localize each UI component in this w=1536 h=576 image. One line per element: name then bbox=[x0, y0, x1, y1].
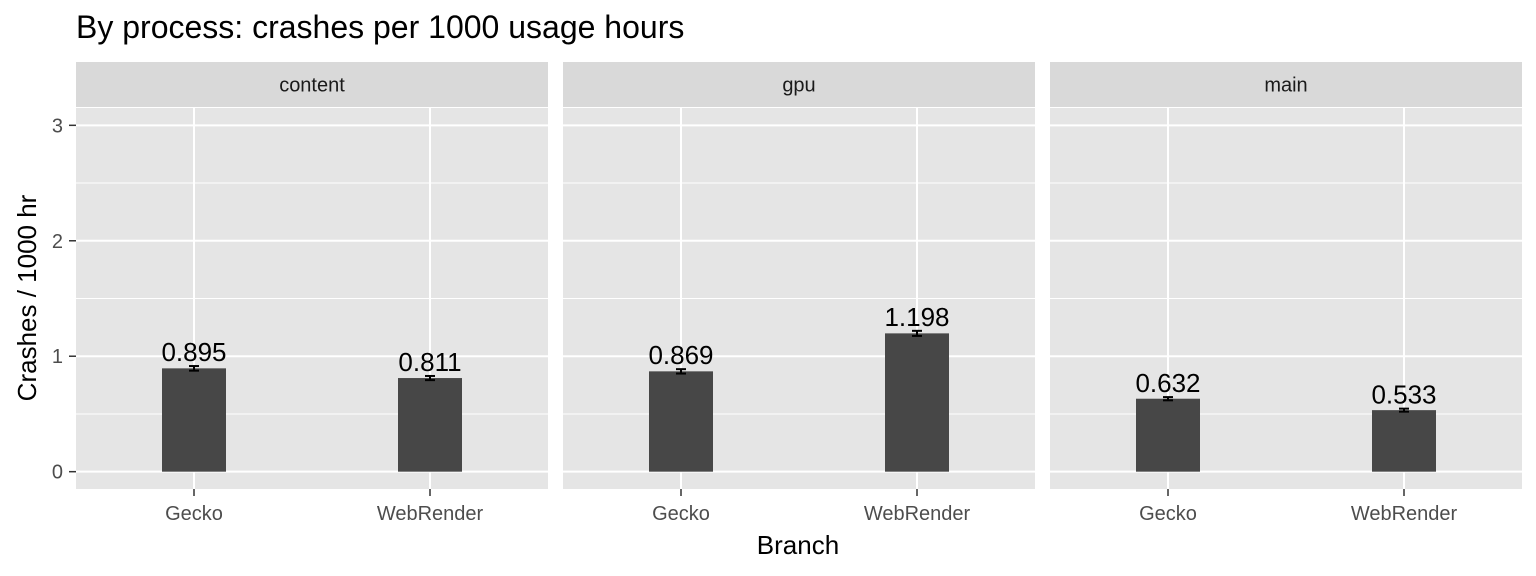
facet-strip-label: gpu bbox=[782, 75, 815, 97]
bar-main-webrender bbox=[1372, 410, 1436, 472]
data-label: 0.811 bbox=[398, 347, 461, 377]
error-bar bbox=[189, 365, 199, 372]
facet-panel-content: content 0.895 Gecko 0.811 WebRender bbox=[76, 62, 548, 525]
x-tick-label: WebRender bbox=[377, 503, 484, 525]
data-label: 1.198 bbox=[884, 302, 949, 332]
error-bar bbox=[676, 368, 686, 375]
y-tick-label: 0 bbox=[52, 462, 63, 484]
facet-strip-label: main bbox=[1264, 75, 1307, 97]
y-axis-title: Crashes / 1000 hr bbox=[12, 194, 42, 401]
x-axis-title: Branch bbox=[757, 530, 839, 560]
bar-gpu-gecko bbox=[649, 371, 713, 472]
y-axis: 0 1 2 3 bbox=[52, 115, 76, 484]
y-tick-label: 1 bbox=[52, 346, 63, 368]
error-bar bbox=[912, 329, 922, 337]
error-bar bbox=[1163, 396, 1173, 402]
facet-strip bbox=[563, 62, 1035, 107]
bar-gpu-webrender bbox=[885, 333, 949, 472]
facet-strip bbox=[76, 62, 548, 107]
error-bar bbox=[425, 374, 435, 382]
data-label: 0.895 bbox=[161, 337, 226, 367]
y-tick-label: 3 bbox=[52, 115, 63, 137]
x-tick-label: WebRender bbox=[1351, 503, 1458, 525]
x-tick-label: Gecko bbox=[1139, 503, 1197, 525]
facet-strip-label: content bbox=[279, 75, 345, 97]
data-label: 0.869 bbox=[648, 340, 713, 370]
data-label: 0.533 bbox=[1371, 380, 1436, 410]
y-tick-label: 2 bbox=[52, 231, 63, 253]
data-label: 0.632 bbox=[1135, 368, 1200, 398]
error-bar bbox=[1399, 407, 1409, 413]
facet-strip bbox=[1050, 62, 1522, 107]
x-tick-label: WebRender bbox=[864, 503, 971, 525]
x-tick-label: Gecko bbox=[652, 503, 710, 525]
bar-content-webrender bbox=[398, 378, 462, 472]
bar-main-gecko bbox=[1136, 398, 1200, 472]
x-tick-label: Gecko bbox=[165, 503, 223, 525]
bar-content-gecko bbox=[162, 368, 226, 472]
facet-panels: content 0.895 Gecko 0.811 WebRender gpu 0.869 G… bbox=[76, 62, 1522, 525]
chart-title: By process: crashes per 1000 usage hours bbox=[76, 9, 684, 45]
facet-panel-main: main 0.632 Gecko 0.533 WebRender bbox=[1050, 62, 1522, 525]
facet-panel-gpu: gpu 0.869 Gecko 1.198 WebRender bbox=[563, 62, 1035, 525]
